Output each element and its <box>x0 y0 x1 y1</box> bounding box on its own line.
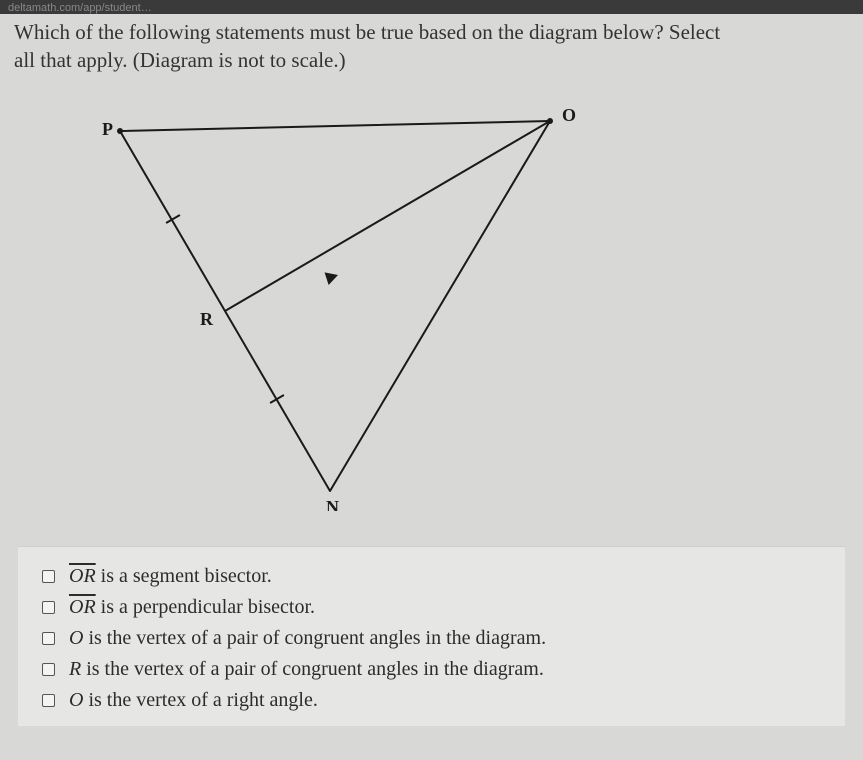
option-4-text: R is the vertex of a pair of congruent a… <box>69 654 544 685</box>
segment-OR: OR <box>69 565 96 587</box>
svg-text:P: P <box>102 119 113 139</box>
question-text: Which of the following statements must b… <box>0 14 863 81</box>
option-2-text: OR is a perpendicular bisector. <box>69 592 315 623</box>
option-1[interactable]: OR is a segment bisector. <box>42 561 825 592</box>
option-3-text: O is the vertex of a pair of congruent a… <box>69 623 546 654</box>
svg-text:R: R <box>200 309 214 329</box>
vertex-O: O <box>69 689 83 711</box>
svg-text:N: N <box>326 497 339 511</box>
checkbox-icon[interactable] <box>42 632 55 645</box>
browser-url-fragment: deltamath.com/app/student… <box>0 0 863 14</box>
option-2[interactable]: OR is a perpendicular bisector. <box>42 592 825 623</box>
option-4[interactable]: R is the vertex of a pair of congruent a… <box>42 654 825 685</box>
svg-text:O: O <box>562 105 576 125</box>
vertex-O: O <box>69 627 83 649</box>
option-5-text: O is the vertex of a right angle. <box>69 685 318 716</box>
answer-options: OR is a segment bisector. OR is a perpen… <box>18 546 845 726</box>
checkbox-icon[interactable] <box>42 570 55 583</box>
segment-OR: OR <box>69 596 96 618</box>
checkbox-icon[interactable] <box>42 601 55 614</box>
checkbox-icon[interactable] <box>42 694 55 707</box>
question-line-1: Which of the following statements must b… <box>14 20 720 44</box>
diagram-svg: P O N R <box>30 91 610 511</box>
question-line-2: all that apply. (Diagram is not to scale… <box>14 48 346 72</box>
option-1-text: OR is a segment bisector. <box>69 561 272 592</box>
triangle-diagram: P O N R <box>0 81 863 526</box>
option-3[interactable]: O is the vertex of a pair of congruent a… <box>42 623 825 654</box>
option-5[interactable]: O is the vertex of a right angle. <box>42 685 825 716</box>
vertex-R: R <box>69 658 81 680</box>
checkbox-icon[interactable] <box>42 663 55 676</box>
